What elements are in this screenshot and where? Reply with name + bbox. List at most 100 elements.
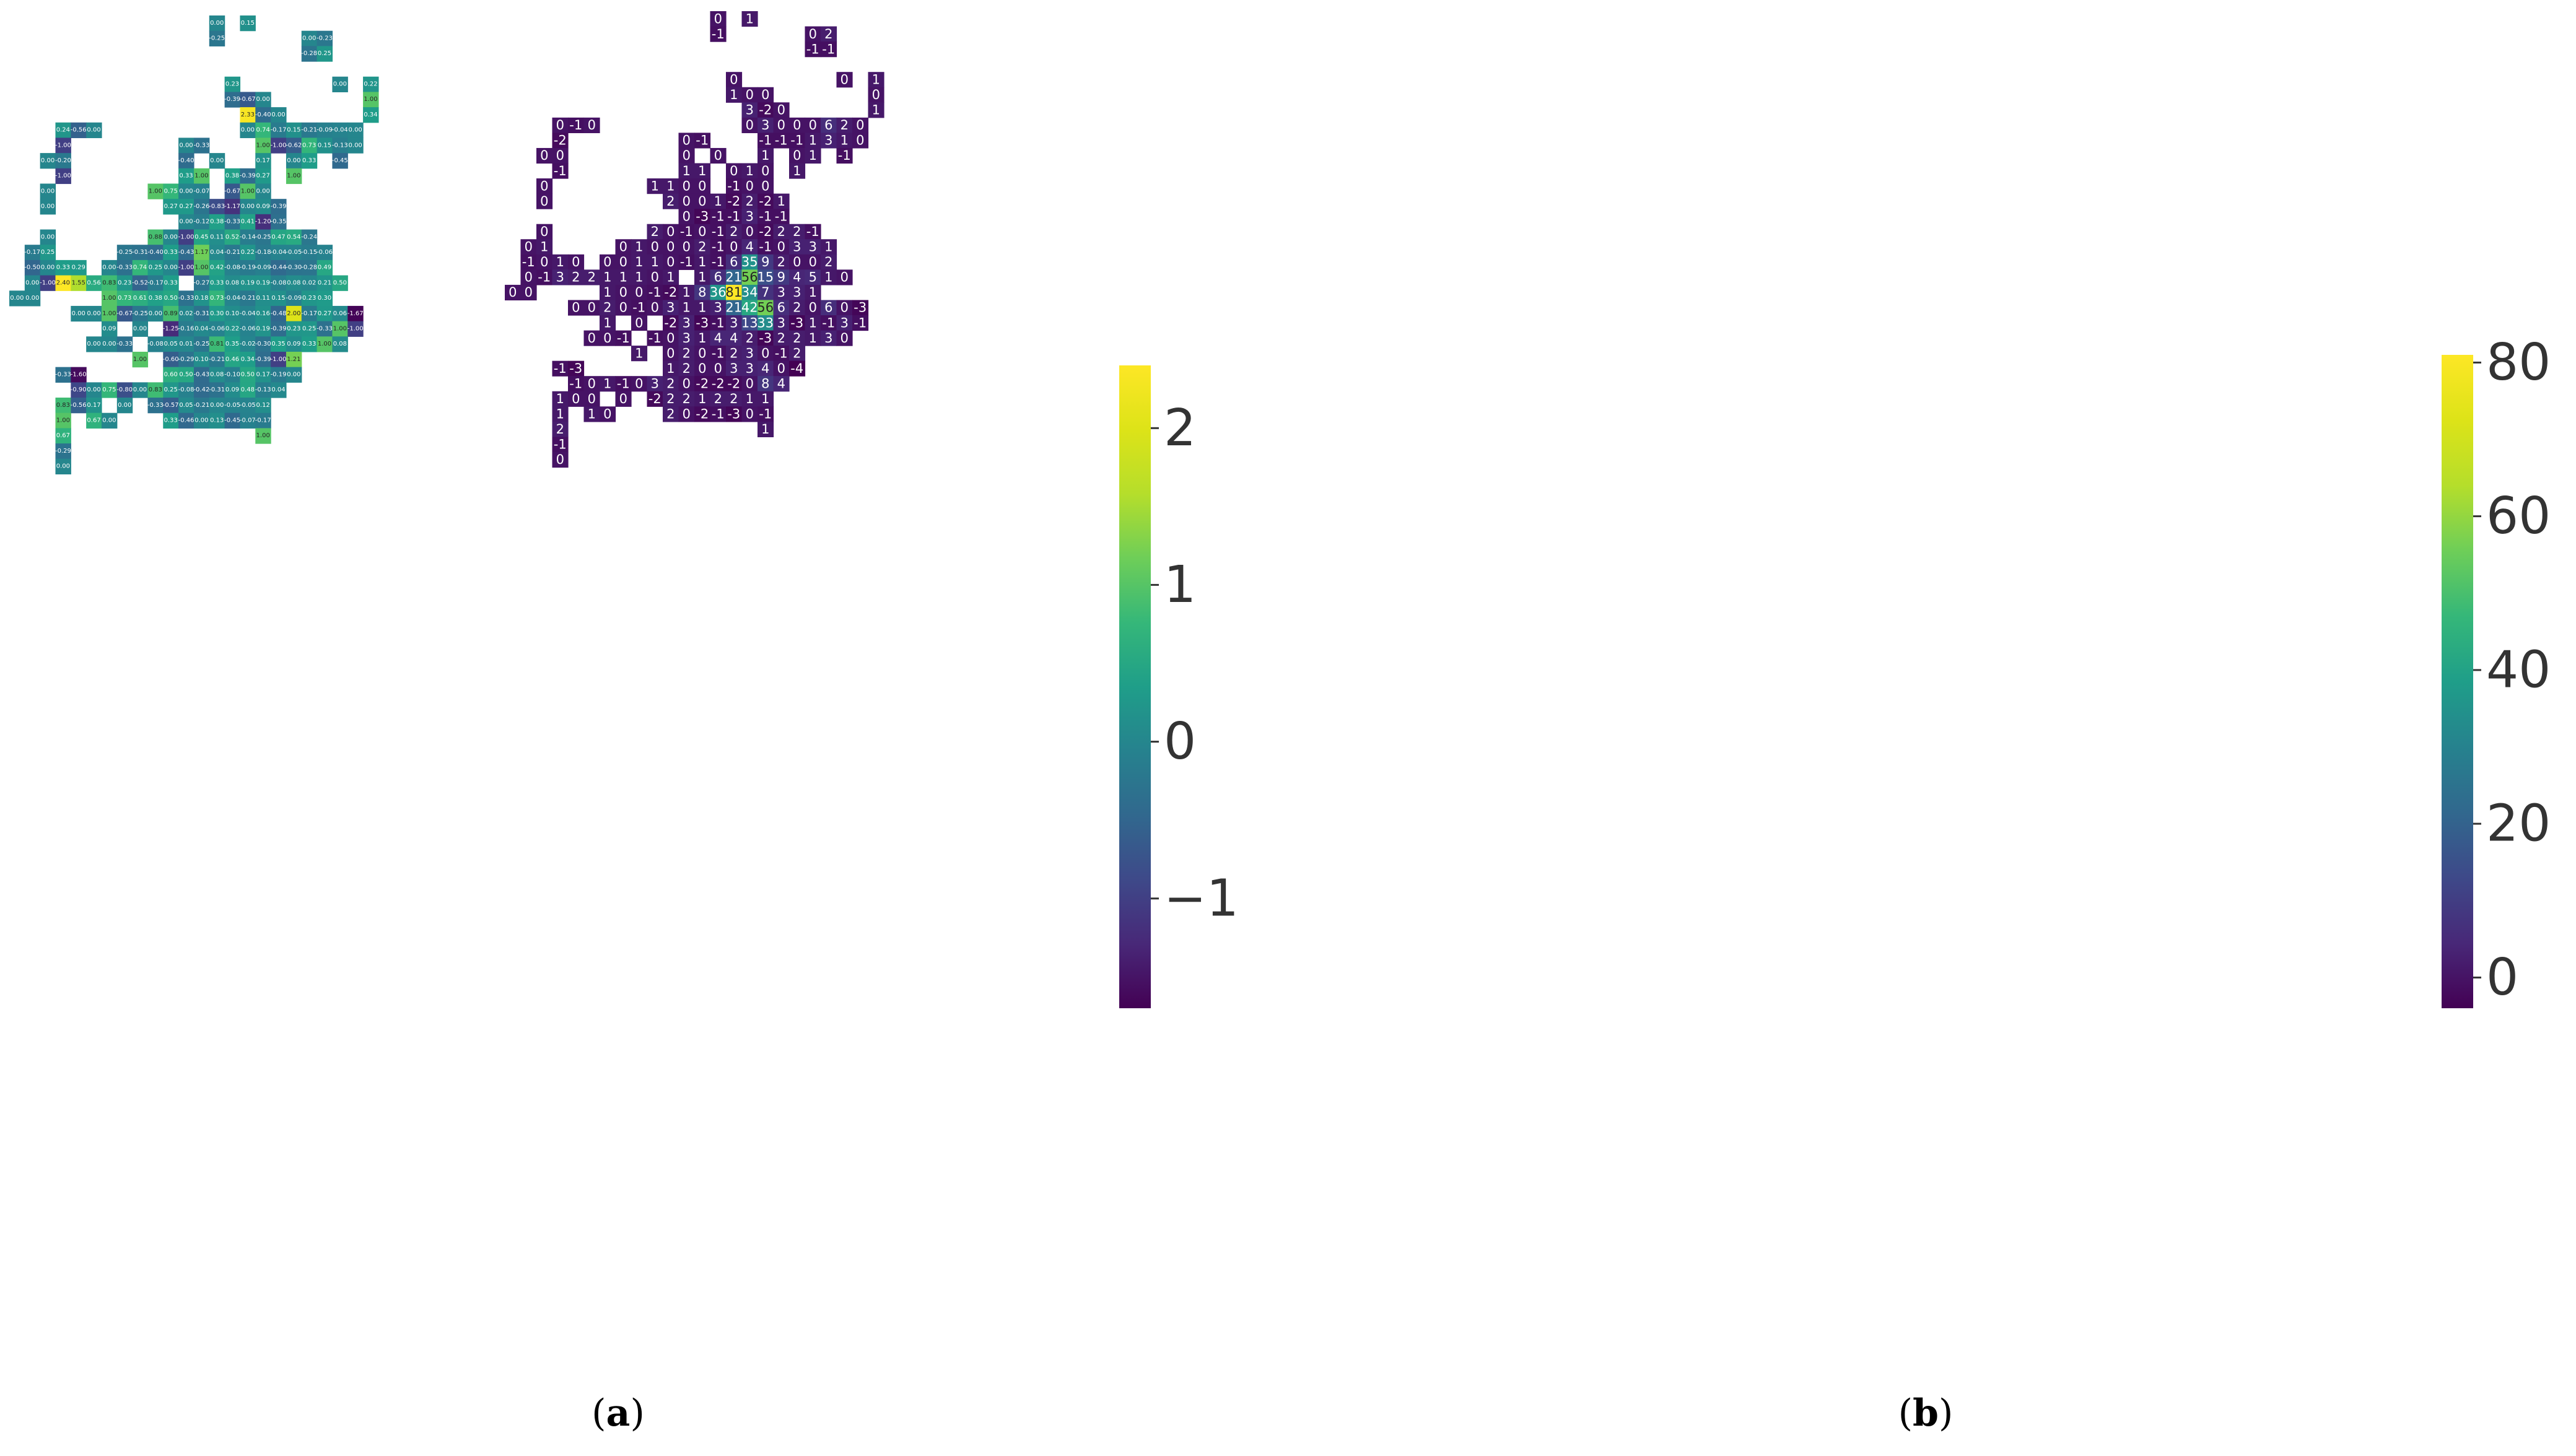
heatmap-cell: 0 xyxy=(758,178,774,194)
heatmap-cell-label: 0.38 xyxy=(225,173,239,180)
heatmap-cell-fill xyxy=(193,305,210,322)
heatmap-cell: 2 xyxy=(789,330,806,346)
heatmap-cell-fill xyxy=(301,259,318,276)
heatmap-cell-fill xyxy=(209,351,225,368)
heatmap-cell-fill xyxy=(255,107,271,123)
heatmap-cell: 1.55 xyxy=(71,275,87,291)
heatmap-cell-fill xyxy=(520,254,537,270)
heatmap-cell: -0.08 xyxy=(224,259,241,276)
heatmap-cell: 1.00 xyxy=(317,336,333,352)
heatmap-cell-fill xyxy=(805,284,821,301)
heatmap-cell-fill xyxy=(178,183,194,199)
heatmap-cell-fill xyxy=(600,376,616,392)
heatmap-cell-fill xyxy=(317,245,333,261)
heatmap-cell-label: 6 xyxy=(777,300,785,315)
heatmap-cell-fill xyxy=(821,26,837,42)
heatmap-cell: 0.50 xyxy=(332,275,348,291)
heatmap-cell-label: 3 xyxy=(714,300,722,315)
heatmap-cell-fill xyxy=(255,229,271,245)
heatmap-cell-fill xyxy=(24,275,41,291)
heatmap-cell-label: 0.17 xyxy=(256,371,270,378)
heatmap-cell-label: 1.00 xyxy=(256,432,270,439)
heatmap-cell: -0.26 xyxy=(193,199,210,215)
heatmap-cell: 0.45 xyxy=(193,229,210,245)
heatmap-cell: -0.90 xyxy=(71,382,87,398)
heatmap-cell-fill xyxy=(726,284,743,301)
heatmap-cell-label: 13 xyxy=(741,315,758,330)
heatmap-cell-fill xyxy=(694,163,711,179)
heatmap-cell-fill xyxy=(209,367,225,383)
heatmap-cell: -0.28 xyxy=(301,259,318,276)
heatmap-cell-fill xyxy=(710,391,727,407)
heatmap-cell-label: 0.89 xyxy=(164,310,178,317)
heatmap-cell-fill xyxy=(789,133,806,149)
heatmap-cell-label: -0.40 xyxy=(178,157,194,164)
heatmap-cell: -0.05 xyxy=(224,398,241,414)
heatmap-cell-label: -0.21 xyxy=(209,356,225,363)
heatmap-cell: 3 xyxy=(552,269,569,286)
heatmap-cell: -0.09 xyxy=(255,259,271,276)
heatmap-cell-label: 0.00 xyxy=(194,417,208,424)
heatmap-cell-label: 2 xyxy=(683,391,691,406)
heatmap-cell: -0.07 xyxy=(240,412,256,429)
heatmap-cell-label: 0.00 xyxy=(179,188,193,194)
heatmap-cell: -0.06 xyxy=(317,245,333,261)
heatmap-cell-label: 0.75 xyxy=(164,188,178,194)
heatmap-cell-label: 1 xyxy=(746,11,754,26)
heatmap-cell-fill xyxy=(178,168,194,185)
heatmap-cell-label: -1.17 xyxy=(224,203,240,210)
heatmap-cell-label: 3 xyxy=(840,315,849,330)
heatmap-cell: 36 xyxy=(710,284,727,301)
heatmap-cell-label: 0 xyxy=(698,361,706,376)
heatmap-cell-fill xyxy=(255,290,271,307)
heatmap-cell-label: 1 xyxy=(666,178,675,193)
heatmap-cell-label: -0.23 xyxy=(317,35,333,42)
heatmap-cell-label: 1 xyxy=(619,270,627,285)
heatmap-cell-fill xyxy=(710,360,727,377)
heatmap-cell-label: -0.31 xyxy=(193,310,209,317)
heatmap-cell: 13 xyxy=(741,315,758,331)
heatmap-cell: -0.45 xyxy=(224,412,241,429)
heatmap-cell-fill xyxy=(647,224,663,240)
heatmap-cell-label: 0 xyxy=(761,346,769,360)
heatmap-cell-label: 0.09 xyxy=(256,203,270,210)
heatmap-cell-label: -0.02 xyxy=(240,341,256,347)
heatmap-cell: -1 xyxy=(710,26,727,42)
heatmap-cell: 2.00 xyxy=(286,305,302,322)
heatmap-cell-label: -1 xyxy=(712,255,725,269)
heatmap-cell-fill xyxy=(789,117,806,133)
heatmap-cell-label: -0.33 xyxy=(178,295,194,302)
heatmap-cell-label: 0 xyxy=(619,391,627,406)
heatmap-cell-fill xyxy=(240,321,256,337)
heatmap-cell-label: -0.40 xyxy=(255,111,271,118)
heatmap-cell-label: 2 xyxy=(666,391,675,406)
heatmap-cell-label: 0 xyxy=(588,118,596,133)
heatmap-cell-fill xyxy=(758,421,774,437)
heatmap-cell: -4 xyxy=(789,360,806,377)
heatmap-cell: 0 xyxy=(726,72,743,88)
heatmap-cell-label: 1 xyxy=(635,270,643,285)
heatmap-cell: 1 xyxy=(741,163,758,179)
heatmap-cell-fill xyxy=(301,245,318,261)
heatmap-cell-fill xyxy=(726,87,743,103)
heatmap-cell-label: 0.81 xyxy=(210,341,224,347)
heatmap-cell: 0 xyxy=(678,147,695,164)
heatmap-cell-fill xyxy=(552,133,569,149)
heatmap-cell-fill xyxy=(741,300,758,316)
heatmap-cell: -1 xyxy=(773,209,790,225)
heatmap-cell-fill xyxy=(789,269,806,286)
heatmap-cell: 0.00 xyxy=(209,15,225,32)
heatmap-cell-label: 0.00 xyxy=(210,20,224,27)
heatmap-cell: 0.05 xyxy=(163,336,179,352)
heatmap-cell: -1 xyxy=(836,147,853,164)
heatmap-cell: 0.15 xyxy=(286,122,302,139)
heatmap-cell: 1.00 xyxy=(55,412,71,429)
heatmap-cell-fill xyxy=(71,305,87,322)
heatmap-cell: 0.00 xyxy=(163,259,179,276)
heatmap-cell-fill xyxy=(178,153,194,169)
heatmap-cell-label: 0.00 xyxy=(102,417,116,424)
heatmap-cell-label: 0.06 xyxy=(333,310,347,317)
heatmap-cell-fill xyxy=(209,229,225,245)
heatmap-cell-label: -2 xyxy=(554,133,567,148)
heatmap-cell: -0.62 xyxy=(286,137,302,154)
